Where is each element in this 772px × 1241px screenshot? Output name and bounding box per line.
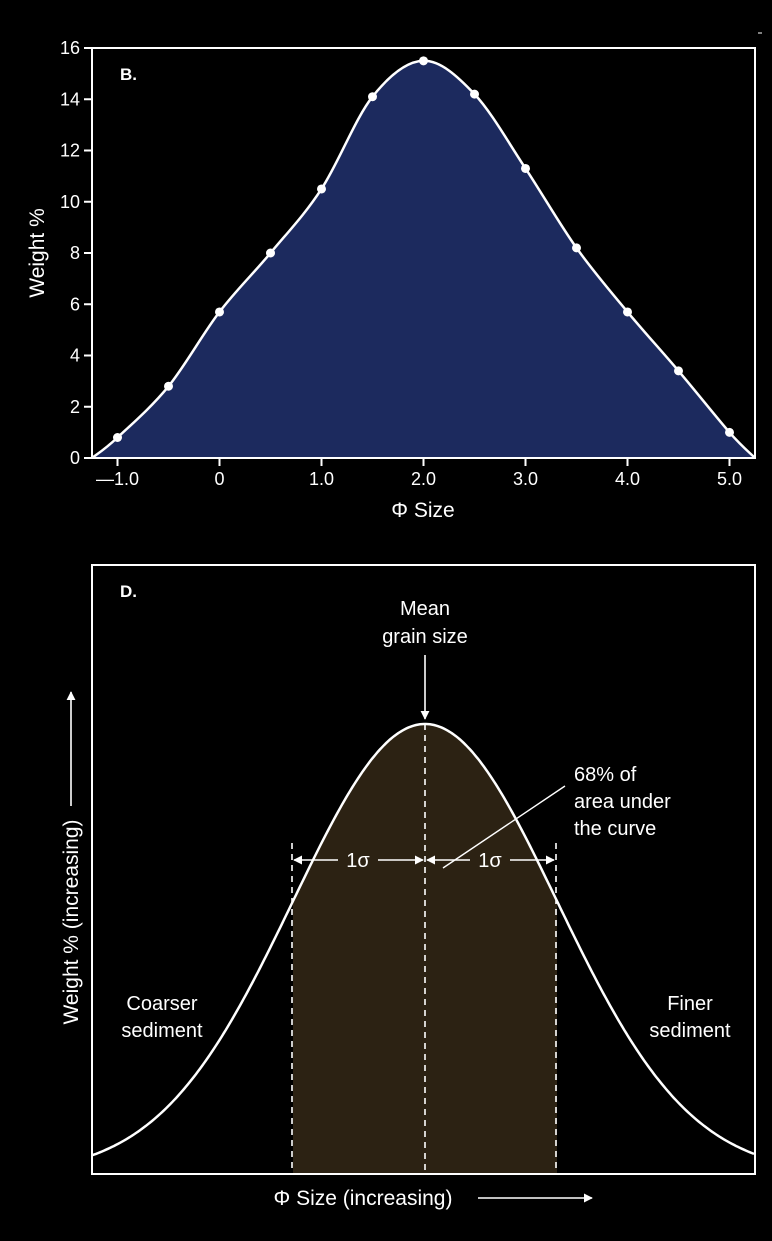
- y-tick-label: 2: [70, 397, 80, 417]
- area-label-line2: area under: [574, 791, 671, 813]
- chart-panel-d: D. Mean grain size 68% of area under the…: [60, 564, 756, 1210]
- y-axis-ticks: 0 2 4 6 8 10 12 14 16: [60, 38, 92, 468]
- y-tick-label: 16: [60, 38, 80, 58]
- panel-label-d: D.: [120, 582, 137, 601]
- panel-label-b: B.: [120, 65, 137, 84]
- area-label-line1: 68% of: [574, 764, 637, 786]
- data-point: [470, 89, 479, 99]
- data-point: [113, 433, 122, 442]
- data-point: [521, 163, 530, 173]
- area-label-line3: the curve: [574, 818, 656, 840]
- x-axis-ticks: —1.0 0 1.0 2.0 3.0 4.0 5.0: [96, 458, 742, 489]
- normal-curve-line: [91, 722, 755, 1157]
- finer-label-line2: sediment: [649, 1020, 731, 1042]
- y-tick-label: 6: [70, 294, 80, 314]
- y-tick-label: 0: [70, 448, 80, 468]
- y-axis-title: Weight %: [26, 208, 49, 298]
- data-points: [113, 56, 734, 442]
- sigma-label-left: 1σ: [346, 850, 370, 872]
- x-tick-label: 4.0: [615, 469, 640, 489]
- data-point: [164, 381, 173, 391]
- chart-panel-b: 0 2 4 6 8 10 12 14 16 —1.0 0 1.0 2.0 3.0 4.0 5.0 B. Φ …: [26, 38, 756, 522]
- data-point: [368, 92, 377, 102]
- y-tick-label: 8: [70, 243, 80, 263]
- coarser-label-line1: Coarser: [126, 993, 197, 1015]
- data-point: [725, 427, 734, 437]
- x-tick-label: 3.0: [513, 469, 538, 489]
- data-point: [623, 307, 632, 317]
- sigma-label-right: 1σ: [478, 850, 502, 872]
- coarser-label-line2: sediment: [121, 1020, 203, 1042]
- plot-frame: [91, 564, 756, 1175]
- data-point: [215, 307, 224, 317]
- mean-label-line2: grain size: [382, 626, 468, 648]
- data-point: [674, 366, 683, 376]
- finer-label-line1: Finer: [667, 993, 713, 1015]
- y-tick-label: 4: [70, 346, 80, 366]
- mean-label-line1: Mean: [400, 598, 450, 620]
- x-tick-label: 2.0: [411, 469, 436, 489]
- x-tick-label: 1.0: [309, 469, 334, 489]
- data-point: [266, 248, 275, 258]
- area-leader-line: [442, 785, 566, 869]
- data-point: [419, 56, 428, 66]
- x-tick-label: —1.0: [96, 469, 139, 489]
- x-axis-title: Φ Size: [391, 499, 454, 522]
- y-tick-label: 12: [60, 141, 80, 161]
- y-tick-label: 14: [60, 89, 80, 109]
- x-tick-label: 0: [214, 469, 224, 489]
- data-point: [317, 184, 326, 194]
- x-axis-title: Φ Size (increasing): [274, 1187, 453, 1210]
- y-tick-label: 10: [60, 192, 80, 212]
- y-axis-title: Weight % (increasing): [60, 819, 83, 1024]
- data-point: [572, 243, 581, 253]
- distribution-area-fill: [92, 60, 755, 458]
- x-tick-label: 5.0: [717, 469, 742, 489]
